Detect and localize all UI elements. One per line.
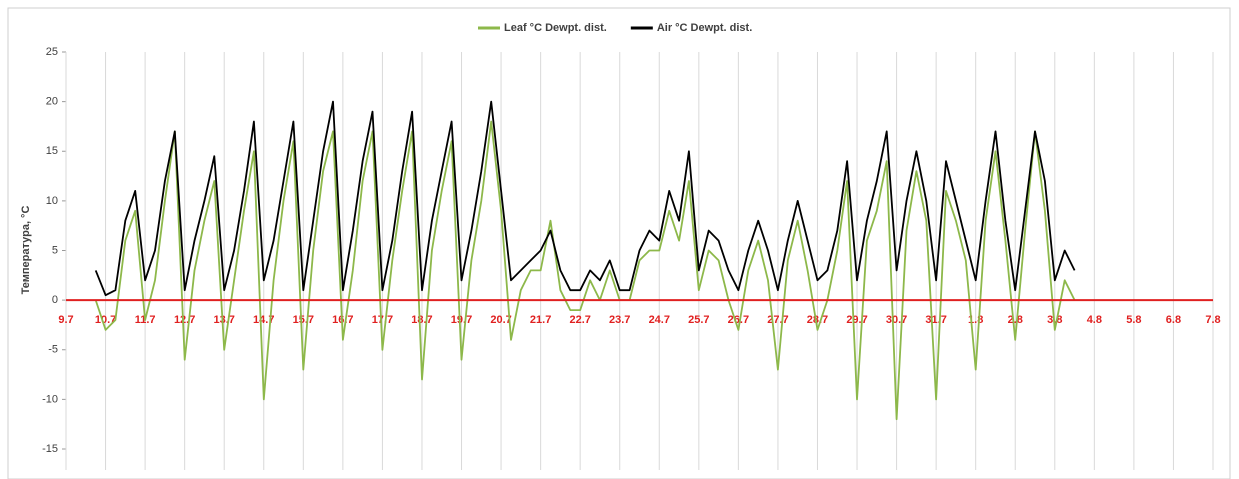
x-tick-label: 18.7 xyxy=(411,314,432,326)
x-tick-label: 19.7 xyxy=(451,314,472,326)
x-tick-label: 2.8 xyxy=(1008,314,1023,326)
x-tick-label: 6.8 xyxy=(1166,314,1181,326)
x-tick-label: 26.7 xyxy=(728,314,749,326)
chart-frame xyxy=(7,7,1231,479)
series-line xyxy=(94,120,1076,421)
y-axis-label: Температура, °C xyxy=(20,206,32,295)
y-tick-label: 15 xyxy=(46,145,58,157)
legend-label: Air °C Dewpt. dist. xyxy=(657,22,752,34)
x-tick-label: 24.7 xyxy=(649,314,670,326)
x-tick-label: 21.7 xyxy=(530,314,551,326)
x-tick-label: 25.7 xyxy=(688,314,709,326)
x-tick-label: 15.7 xyxy=(293,314,314,326)
x-tick-label: 10.7 xyxy=(95,314,116,326)
x-tick-label: 16.7 xyxy=(332,314,353,326)
x-tick-label: 22.7 xyxy=(569,314,590,326)
y-tick-label: 10 xyxy=(46,195,58,207)
x-tick-label: 30.7 xyxy=(886,314,907,326)
x-tick-label: 12.7 xyxy=(174,314,195,326)
y-tick-label: 25 xyxy=(46,46,58,58)
x-tick-label: 31.7 xyxy=(925,314,946,326)
y-tick-label: -15 xyxy=(42,443,58,455)
x-tick-label: 20.7 xyxy=(490,314,511,326)
x-tick-label: 7.8 xyxy=(1205,314,1220,326)
y-tick-label: -10 xyxy=(42,393,58,405)
y-tick-label: 5 xyxy=(52,244,58,256)
x-tick-label: 17.7 xyxy=(372,314,393,326)
y-tick-label: 0 xyxy=(52,294,58,306)
x-tick-label: 23.7 xyxy=(609,314,630,326)
x-tick-label: 28.7 xyxy=(807,314,828,326)
y-tick-label: 20 xyxy=(46,96,58,108)
y-tick-label: -5 xyxy=(48,344,58,356)
x-tick-label: 5.8 xyxy=(1126,314,1141,326)
legend-label: Leaf °C Dewpt. dist. xyxy=(504,22,607,34)
x-tick-label: 29.7 xyxy=(846,314,867,326)
x-tick-label: 14.7 xyxy=(253,314,274,326)
x-tick-label: 13.7 xyxy=(213,314,234,326)
x-tick-label: 27.7 xyxy=(767,314,788,326)
x-tick-label: 4.8 xyxy=(1087,314,1102,326)
series-line xyxy=(94,100,1076,297)
x-tick-label: 9.7 xyxy=(58,314,73,326)
